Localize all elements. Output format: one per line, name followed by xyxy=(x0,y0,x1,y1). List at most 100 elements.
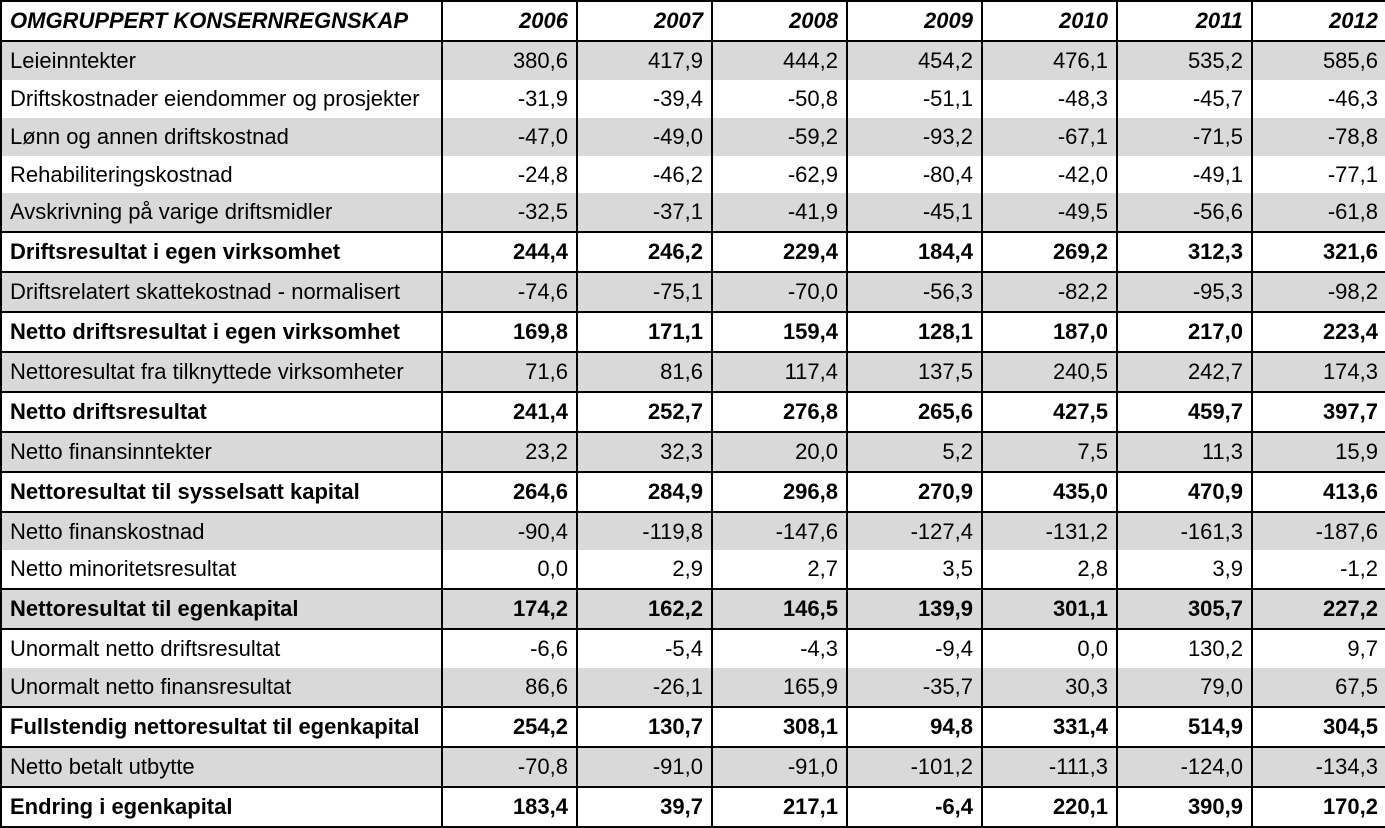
cell-value: 308,1 xyxy=(712,707,847,747)
cell-value: 170,2 xyxy=(1252,787,1385,827)
cell-value: 165,9 xyxy=(712,668,847,707)
cell-value: -71,5 xyxy=(1117,118,1252,156)
cell-value: -45,7 xyxy=(1117,80,1252,118)
cell-value: -41,9 xyxy=(712,193,847,232)
cell-value: 276,8 xyxy=(712,392,847,432)
cell-value: -59,2 xyxy=(712,118,847,156)
cell-value: 15,9 xyxy=(1252,432,1385,472)
cell-value: -4,3 xyxy=(712,629,847,668)
cell-value: 476,1 xyxy=(982,41,1117,80)
table-row: Netto betalt utbytte-70,8-91,0-91,0-101,… xyxy=(1,747,1385,787)
table-row: Driftsrelatert skattekostnad - normalise… xyxy=(1,272,1385,312)
row-label: Lønn og annen driftskostnad xyxy=(1,118,442,156)
cell-value: -45,1 xyxy=(847,193,982,232)
cell-value: 20,0 xyxy=(712,432,847,472)
cell-value: -101,2 xyxy=(847,747,982,787)
col-header: 2008 xyxy=(712,1,847,41)
cell-value: -95,3 xyxy=(1117,272,1252,312)
cell-value: -46,2 xyxy=(577,156,712,194)
table-row: Driftskostnader eiendommer og prosjekter… xyxy=(1,80,1385,118)
cell-value: -56,6 xyxy=(1117,193,1252,232)
cell-value: -47,0 xyxy=(442,118,577,156)
cell-value: 514,9 xyxy=(1117,707,1252,747)
cell-value: 301,1 xyxy=(982,589,1117,629)
cell-value: -90,4 xyxy=(442,512,577,551)
cell-value: 32,3 xyxy=(577,432,712,472)
table-row: Leieinntekter380,6417,9444,2454,2476,153… xyxy=(1,41,1385,80)
row-label: Unormalt netto finansresultat xyxy=(1,668,442,707)
cell-value: -24,8 xyxy=(442,156,577,194)
cell-value: 284,9 xyxy=(577,472,712,512)
cell-value: 244,4 xyxy=(442,232,577,272)
cell-value: -67,1 xyxy=(982,118,1117,156)
cell-value: -48,3 xyxy=(982,80,1117,118)
row-label: Endring i egenkapital xyxy=(1,787,442,827)
cell-value: -6,4 xyxy=(847,787,982,827)
col-header: 2010 xyxy=(982,1,1117,41)
cell-value: -161,3 xyxy=(1117,512,1252,551)
cell-value: 5,2 xyxy=(847,432,982,472)
row-label: Netto finanskostnad xyxy=(1,512,442,551)
row-label: Driftskostnader eiendommer og prosjekter xyxy=(1,80,442,118)
cell-value: -51,1 xyxy=(847,80,982,118)
cell-value: 459,7 xyxy=(1117,392,1252,432)
cell-value: -49,1 xyxy=(1117,156,1252,194)
cell-value: 254,2 xyxy=(442,707,577,747)
cell-value: -98,2 xyxy=(1252,272,1385,312)
cell-value: 427,5 xyxy=(982,392,1117,432)
cell-value: -127,4 xyxy=(847,512,982,551)
col-header: 2009 xyxy=(847,1,982,41)
cell-value: -6,6 xyxy=(442,629,577,668)
cell-value: 390,9 xyxy=(1117,787,1252,827)
row-label: Driftsrelatert skattekostnad - normalise… xyxy=(1,272,442,312)
cell-value: -78,8 xyxy=(1252,118,1385,156)
table-row: Lønn og annen driftskostnad-47,0-49,0-59… xyxy=(1,118,1385,156)
cell-value: -111,3 xyxy=(982,747,1117,787)
cell-value: -131,2 xyxy=(982,512,1117,551)
cell-value: -9,4 xyxy=(847,629,982,668)
cell-value: 380,6 xyxy=(442,41,577,80)
cell-value: 454,2 xyxy=(847,41,982,80)
table-row: Netto finansinntekter23,232,320,05,27,51… xyxy=(1,432,1385,472)
cell-value: 240,5 xyxy=(982,352,1117,392)
table-header-row: OMGRUPPERT KONSERNREGNSKAP 2006 2007 200… xyxy=(1,1,1385,41)
cell-value: 470,9 xyxy=(1117,472,1252,512)
col-header: 2006 xyxy=(442,1,577,41)
cell-value: 270,9 xyxy=(847,472,982,512)
cell-value: 174,2 xyxy=(442,589,577,629)
cell-value: 81,6 xyxy=(577,352,712,392)
cell-value: 242,7 xyxy=(1117,352,1252,392)
cell-value: -5,4 xyxy=(577,629,712,668)
cell-value: 321,6 xyxy=(1252,232,1385,272)
cell-value: 227,2 xyxy=(1252,589,1385,629)
cell-value: 312,3 xyxy=(1117,232,1252,272)
cell-value: 94,8 xyxy=(847,707,982,747)
cell-value: 86,6 xyxy=(442,668,577,707)
cell-value: 139,9 xyxy=(847,589,982,629)
cell-value: 67,5 xyxy=(1252,668,1385,707)
cell-value: -35,7 xyxy=(847,668,982,707)
cell-value: 117,4 xyxy=(712,352,847,392)
row-label: Netto driftsresultat i egen virksomhet xyxy=(1,312,442,352)
cell-value: 223,4 xyxy=(1252,312,1385,352)
cell-value: 159,4 xyxy=(712,312,847,352)
cell-value: 79,0 xyxy=(1117,668,1252,707)
cell-value: -26,1 xyxy=(577,668,712,707)
cell-value: -70,8 xyxy=(442,747,577,787)
table-row: Nettoresultat til egenkapital174,2162,21… xyxy=(1,589,1385,629)
table-row: Endring i egenkapital183,439,7217,1-6,42… xyxy=(1,787,1385,827)
table-row: Fullstendig nettoresultat til egenkapita… xyxy=(1,707,1385,747)
cell-value: -147,6 xyxy=(712,512,847,551)
row-label: Fullstendig nettoresultat til egenkapita… xyxy=(1,707,442,747)
row-label: Netto finansinntekter xyxy=(1,432,442,472)
table-row: Driftsresultat i egen virksomhet244,4246… xyxy=(1,232,1385,272)
cell-value: -32,5 xyxy=(442,193,577,232)
cell-value: 128,1 xyxy=(847,312,982,352)
table-row: Nettoresultat til sysselsatt kapital264,… xyxy=(1,472,1385,512)
cell-value: -91,0 xyxy=(577,747,712,787)
cell-value: 220,1 xyxy=(982,787,1117,827)
row-label: Unormalt netto driftsresultat xyxy=(1,629,442,668)
cell-value: 174,3 xyxy=(1252,352,1385,392)
table-row: Netto driftsresultat i egen virksomhet16… xyxy=(1,312,1385,352)
cell-value: 331,4 xyxy=(982,707,1117,747)
